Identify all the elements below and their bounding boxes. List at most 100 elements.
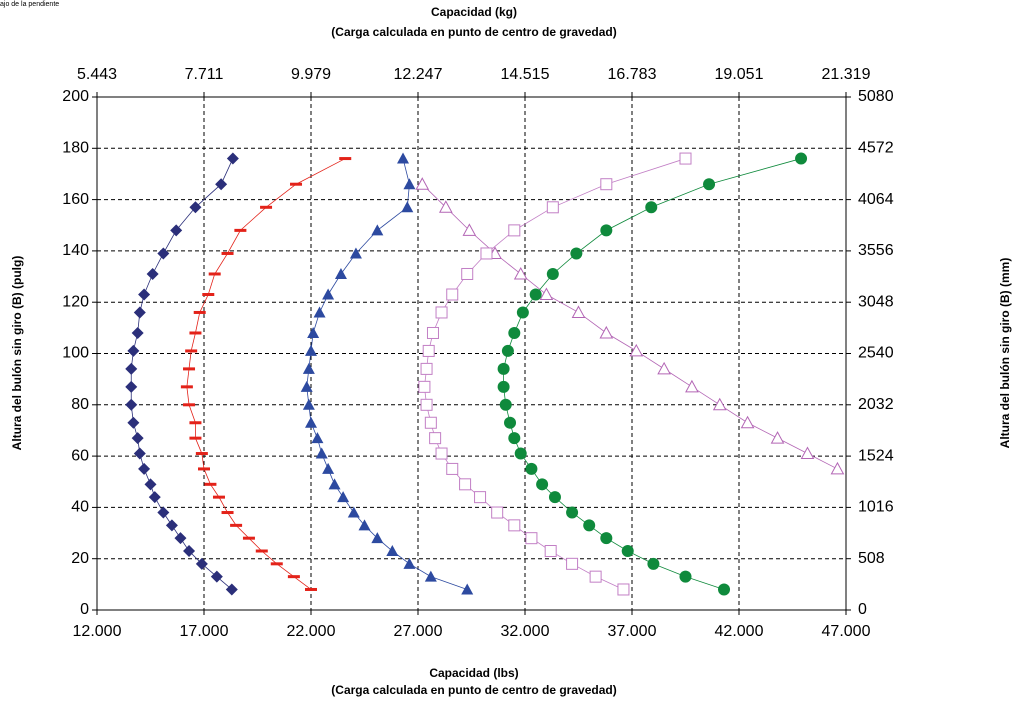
- marker: [508, 224, 521, 237]
- x-tick-label: 42.000: [715, 623, 764, 640]
- marker: [703, 178, 716, 191]
- marker: [125, 398, 138, 411]
- x-axis-label-sub: (Carga calculada en punto de centro de g…: [331, 683, 616, 697]
- marker: [546, 267, 559, 280]
- y-tick-label: 80: [71, 396, 89, 413]
- marker: [403, 557, 416, 569]
- marker: [127, 344, 140, 357]
- y-tick-label: 60: [71, 447, 89, 464]
- x-tick-label: 22.000: [287, 623, 336, 640]
- x-tick-label: 12.000: [73, 623, 122, 640]
- series-line: [424, 158, 686, 590]
- marker: [617, 583, 630, 596]
- chart-subtitle: (Carga calculada en punto de centro de g…: [331, 25, 616, 39]
- marker: [131, 432, 144, 445]
- marker: [195, 452, 208, 456]
- marker: [424, 570, 437, 582]
- marker: [307, 326, 320, 338]
- marker: [795, 152, 808, 165]
- marker: [204, 482, 217, 486]
- y-tick-label: 160: [62, 191, 89, 208]
- marker: [302, 362, 315, 374]
- marker: [322, 288, 335, 300]
- marker: [242, 536, 255, 540]
- y-axis-label: Altura del bulón sin giro (B) (pulg): [10, 256, 24, 451]
- marker: [629, 343, 644, 357]
- marker: [508, 519, 521, 532]
- marker: [189, 421, 202, 425]
- marker: [125, 362, 138, 375]
- marker: [420, 398, 433, 411]
- marker: [461, 583, 474, 595]
- marker: [328, 478, 341, 490]
- y2-tick-label: 1016: [858, 499, 894, 516]
- x-tick-label: 47.000: [822, 623, 871, 640]
- marker: [349, 247, 362, 259]
- marker: [514, 447, 527, 460]
- marker: [339, 157, 352, 161]
- y2-tick-label: 3556: [858, 242, 894, 259]
- marker: [418, 380, 431, 393]
- marker: [131, 326, 144, 339]
- marker: [657, 361, 671, 375]
- marker: [589, 570, 602, 583]
- y-tick-label: 40: [71, 499, 89, 516]
- marker: [583, 519, 596, 532]
- x2-tick-label: 9.979: [291, 66, 331, 83]
- marker: [740, 415, 755, 429]
- marker: [546, 201, 559, 214]
- annotation: ajo de la pendiente: [0, 1, 59, 8]
- marker: [435, 447, 448, 460]
- marker: [208, 272, 221, 276]
- marker: [712, 397, 727, 411]
- y2-tick-label: 2540: [858, 345, 894, 362]
- chart-title: Capacidad (kg): [431, 5, 517, 19]
- y2-tick-label: 1524: [858, 447, 894, 464]
- y-tick-label: 100: [62, 345, 89, 362]
- marker: [525, 462, 538, 475]
- marker: [226, 152, 239, 165]
- x2-tick-label: 14.515: [501, 66, 550, 83]
- marker: [138, 288, 151, 301]
- marker: [600, 532, 613, 545]
- marker: [770, 431, 785, 444]
- marker: [189, 436, 202, 440]
- marker: [600, 178, 613, 191]
- marker: [386, 545, 399, 557]
- marker: [146, 267, 159, 280]
- marker: [645, 201, 658, 214]
- marker: [133, 447, 146, 460]
- marker: [189, 331, 202, 335]
- marker: [491, 506, 504, 519]
- marker: [198, 467, 210, 471]
- marker: [193, 310, 206, 314]
- x-tick-label: 17.000: [180, 623, 229, 640]
- x-tick-label: 32.000: [501, 623, 550, 640]
- marker: [334, 267, 347, 279]
- marker: [679, 570, 692, 583]
- marker: [212, 495, 225, 499]
- marker: [420, 362, 433, 375]
- marker: [157, 506, 170, 519]
- marker: [183, 367, 196, 371]
- marker: [566, 557, 579, 570]
- marker: [525, 532, 538, 545]
- y2-tick-label: 4064: [858, 191, 894, 208]
- marker: [125, 380, 138, 393]
- series-line: [130, 158, 234, 590]
- marker: [215, 178, 228, 191]
- marker: [165, 519, 178, 532]
- marker: [830, 461, 845, 475]
- marker: [305, 416, 317, 428]
- marker: [315, 447, 328, 459]
- marker: [679, 152, 692, 165]
- marker: [422, 344, 435, 357]
- marker: [183, 545, 196, 558]
- marker: [270, 562, 283, 566]
- marker: [429, 432, 442, 445]
- marker: [185, 349, 198, 353]
- marker: [446, 462, 459, 475]
- y2-tick-label: 2032: [858, 396, 894, 413]
- marker: [438, 200, 453, 213]
- marker: [800, 446, 815, 460]
